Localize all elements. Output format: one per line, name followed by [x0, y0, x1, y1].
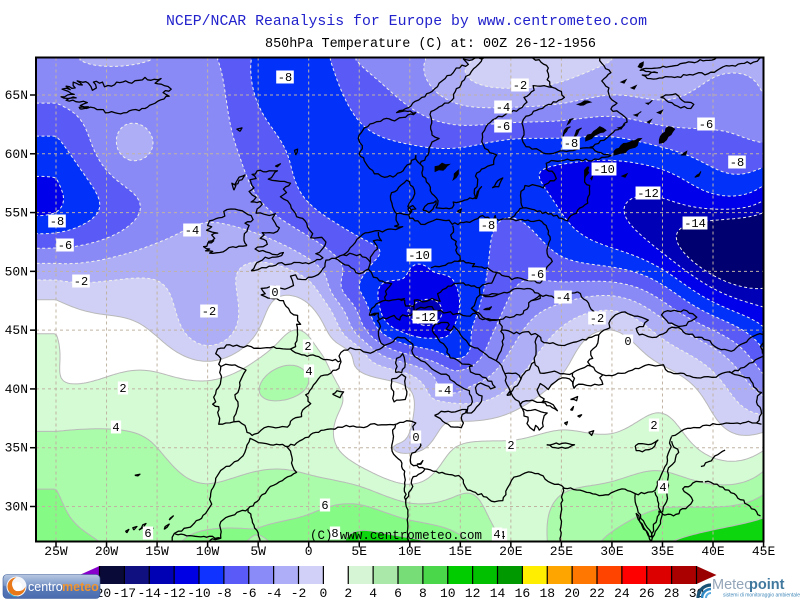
svg-text:8: 8: [331, 527, 338, 541]
svg-text:-8: -8: [50, 215, 64, 229]
svg-text:centro: centro: [28, 580, 63, 594]
svg-text:40E: 40E: [701, 544, 725, 559]
svg-text:-12: -12: [162, 586, 185, 600]
svg-text:-6: -6: [58, 239, 72, 253]
svg-text:-8: -8: [730, 156, 744, 170]
svg-text:4: 4: [659, 481, 666, 495]
svg-text:24: 24: [614, 586, 630, 600]
svg-text:45N: 45N: [5, 323, 28, 338]
svg-text:35E: 35E: [651, 544, 675, 559]
svg-text:-8: -8: [278, 71, 292, 85]
svg-text:-4: -4: [266, 586, 282, 600]
svg-text:15W: 15W: [145, 544, 169, 559]
svg-text:-4: -4: [185, 224, 199, 238]
svg-text:60N: 60N: [5, 147, 28, 162]
svg-text:-10: -10: [593, 163, 615, 177]
svg-text:-12: -12: [414, 311, 436, 325]
svg-text:-8: -8: [216, 586, 232, 600]
svg-text:25E: 25E: [550, 544, 574, 559]
svg-text:-4: -4: [496, 101, 510, 115]
svg-text:-2: -2: [202, 305, 216, 319]
svg-text:2: 2: [650, 419, 657, 433]
svg-text:0: 0: [624, 335, 631, 349]
svg-text:-8: -8: [481, 219, 495, 233]
svg-text:-2: -2: [74, 275, 88, 289]
svg-text:20E: 20E: [499, 544, 523, 559]
svg-text:28: 28: [664, 586, 680, 600]
svg-text:-6: -6: [530, 268, 544, 282]
svg-text:50N: 50N: [5, 264, 28, 279]
svg-text:-10: -10: [187, 586, 210, 600]
svg-text:-12: -12: [637, 187, 659, 201]
svg-text:6: 6: [144, 527, 151, 541]
svg-text:14: 14: [490, 586, 506, 600]
svg-text:5E: 5E: [351, 544, 367, 559]
svg-text:35N: 35N: [5, 441, 28, 456]
svg-text:-2: -2: [513, 79, 527, 93]
svg-text:4: 4: [493, 528, 500, 542]
svg-text:15E: 15E: [449, 544, 473, 559]
svg-text:6: 6: [321, 499, 328, 513]
svg-text:10: 10: [440, 586, 456, 600]
svg-text:-2: -2: [590, 312, 604, 326]
svg-text:-6: -6: [241, 586, 257, 600]
svg-text:40N: 40N: [5, 382, 28, 397]
svg-text:20W: 20W: [95, 544, 119, 559]
svg-text:65N: 65N: [5, 88, 28, 103]
svg-text:-14: -14: [138, 586, 162, 600]
svg-text:55N: 55N: [5, 206, 28, 221]
svg-text:850hPa Temperature (C) at: 00Z: 850hPa Temperature (C) at: 00Z 26-12-195…: [265, 37, 596, 52]
svg-text:-14: -14: [684, 217, 706, 231]
svg-text:-2: -2: [291, 586, 307, 600]
svg-text:-17: -17: [113, 586, 136, 600]
svg-text:18: 18: [539, 586, 555, 600]
svg-text:sistemi di monitoraggio ambien: sistemi di monitoraggio ambientale: [723, 593, 800, 599]
svg-text:12: 12: [465, 586, 481, 600]
svg-text:Meteo: Meteo: [712, 577, 752, 593]
svg-text:10W: 10W: [196, 544, 220, 559]
svg-text:(C) www.centrometeo.com: (C) www.centrometeo.com: [310, 529, 482, 543]
svg-text:-8: -8: [564, 137, 578, 151]
svg-text:4: 4: [369, 586, 377, 600]
svg-text:NCEP/NCAR Reanalysis for Europ: NCEP/NCAR Reanalysis for Europe by www.c…: [166, 14, 647, 30]
svg-text:0: 0: [305, 544, 313, 559]
svg-text:20: 20: [564, 586, 580, 600]
svg-text:8: 8: [419, 586, 427, 600]
svg-text:2: 2: [304, 340, 311, 354]
svg-text:-6: -6: [496, 120, 510, 134]
svg-text:-10: -10: [408, 249, 430, 263]
svg-text:2: 2: [507, 439, 514, 453]
svg-text:5W: 5W: [250, 544, 266, 559]
svg-text:25W: 25W: [44, 544, 68, 559]
svg-text:-6: -6: [699, 118, 713, 132]
svg-text:30E: 30E: [600, 544, 624, 559]
svg-text:0: 0: [271, 286, 278, 300]
svg-text:10E: 10E: [398, 544, 422, 559]
svg-text:-4: -4: [437, 384, 451, 398]
svg-text:45E: 45E: [752, 544, 776, 559]
svg-text:meteo: meteo: [62, 580, 99, 594]
svg-text:30N: 30N: [5, 499, 28, 514]
svg-text:4: 4: [305, 365, 312, 379]
svg-text:point: point: [749, 577, 785, 593]
svg-text:4: 4: [112, 421, 119, 435]
svg-text:26: 26: [639, 586, 655, 600]
svg-text:16: 16: [515, 586, 531, 600]
svg-text:-4: -4: [556, 291, 570, 305]
svg-text:2: 2: [119, 382, 126, 396]
svg-text:22: 22: [589, 586, 605, 600]
svg-text:0: 0: [319, 586, 327, 600]
svg-text:6: 6: [394, 586, 402, 600]
svg-text:0: 0: [412, 431, 419, 445]
svg-text:2: 2: [344, 586, 352, 600]
